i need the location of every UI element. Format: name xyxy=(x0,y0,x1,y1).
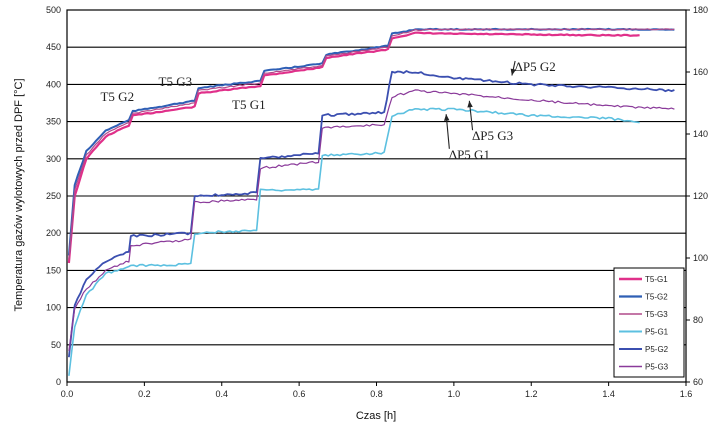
annotation-label: ΔP5 G2 xyxy=(515,59,556,74)
x-tick-label: 1.2 xyxy=(525,389,538,399)
y-left-tick-label: 500 xyxy=(46,5,61,15)
legend-entry-label: P5-G3 xyxy=(645,363,669,372)
series-lines xyxy=(67,27,675,376)
y-right-tick-label: 100 xyxy=(693,253,708,263)
legend-entry-label: T5-G2 xyxy=(645,293,668,302)
x-tick-label: 0.2 xyxy=(138,389,151,399)
series-line-p5-g1 xyxy=(68,107,640,376)
x-tick-label: 1.4 xyxy=(602,389,615,399)
series-line-t5-g3 xyxy=(68,28,675,260)
series-line-p5-g2 xyxy=(68,70,675,358)
legend-entry-label: P5-G1 xyxy=(645,328,669,337)
x-tick-label: 1.0 xyxy=(448,389,461,399)
annotation-label: T5 G2 xyxy=(100,89,134,104)
x-tick-label: 0.4 xyxy=(215,389,228,399)
annotations: T5 G2 T5 G3 T5 G1 ΔP5 G2 ΔP5 G3 ΔP5 G1 xyxy=(100,59,555,162)
grid-lines xyxy=(67,9,686,383)
y-left-tick-label: 450 xyxy=(46,42,61,52)
y-left-tick-label: 100 xyxy=(46,303,61,313)
y-right-tick-label: 140 xyxy=(693,129,708,139)
legend-entry-label: T5-G3 xyxy=(645,310,668,319)
y-left-tick-label: 300 xyxy=(46,154,61,164)
series-line-p5-g3 xyxy=(68,89,675,352)
tick-labels: 0 50 100 150 200 250 300 350 400 450 500 60 80 100 120… xyxy=(46,5,708,399)
series-line-t5-g1 xyxy=(67,31,640,264)
legend: T5-G1 T5-G2 T5-G3 P5-G1 P5-G2 P5-G3 xyxy=(613,267,685,378)
annotation-label: ΔP5 G1 xyxy=(449,147,490,162)
y-right-tick-label: 60 xyxy=(693,377,703,387)
y-right-tick-label: 160 xyxy=(693,67,708,77)
y-right-tick-label: 80 xyxy=(693,315,703,325)
y-right-tick-label: 180 xyxy=(693,5,708,15)
series-line-t5-g2 xyxy=(67,27,675,256)
legend-entry-label: T5-G1 xyxy=(645,275,668,284)
y-left-tick-label: 250 xyxy=(46,191,61,201)
annotation-label: T5 G1 xyxy=(232,97,266,112)
annotation-label: T5 G3 xyxy=(159,74,193,89)
x-tick-label: 1.6 xyxy=(680,389,693,399)
y-axis-label: Temperatura gazów wylotowych przed DPF [… xyxy=(13,78,25,311)
annotation-arrowhead xyxy=(467,100,473,108)
axes xyxy=(66,9,690,386)
y-left-tick-label: 350 xyxy=(46,117,61,127)
legend-entry-label: P5-G2 xyxy=(645,345,669,354)
x-tick-label: 0.6 xyxy=(293,389,306,399)
annotation-arrowhead xyxy=(444,114,450,121)
legend-box xyxy=(613,267,685,378)
y-right-tick-label: 120 xyxy=(693,191,708,201)
y-left-tick-label: 0 xyxy=(56,377,61,387)
plot-frame xyxy=(66,9,687,383)
annotation-arrowhead xyxy=(510,68,516,76)
x-tick-label: 0.0 xyxy=(61,389,74,399)
y-left-tick-label: 50 xyxy=(51,340,61,350)
annotation-label: ΔP5 G3 xyxy=(472,128,513,143)
y-left-tick-label: 150 xyxy=(46,265,61,275)
x-axis-label: Czas [h] xyxy=(356,410,396,422)
y-left-tick-label: 400 xyxy=(46,79,61,89)
x-tick-label: 0.8 xyxy=(370,389,383,399)
y-left-tick-label: 200 xyxy=(46,228,61,238)
